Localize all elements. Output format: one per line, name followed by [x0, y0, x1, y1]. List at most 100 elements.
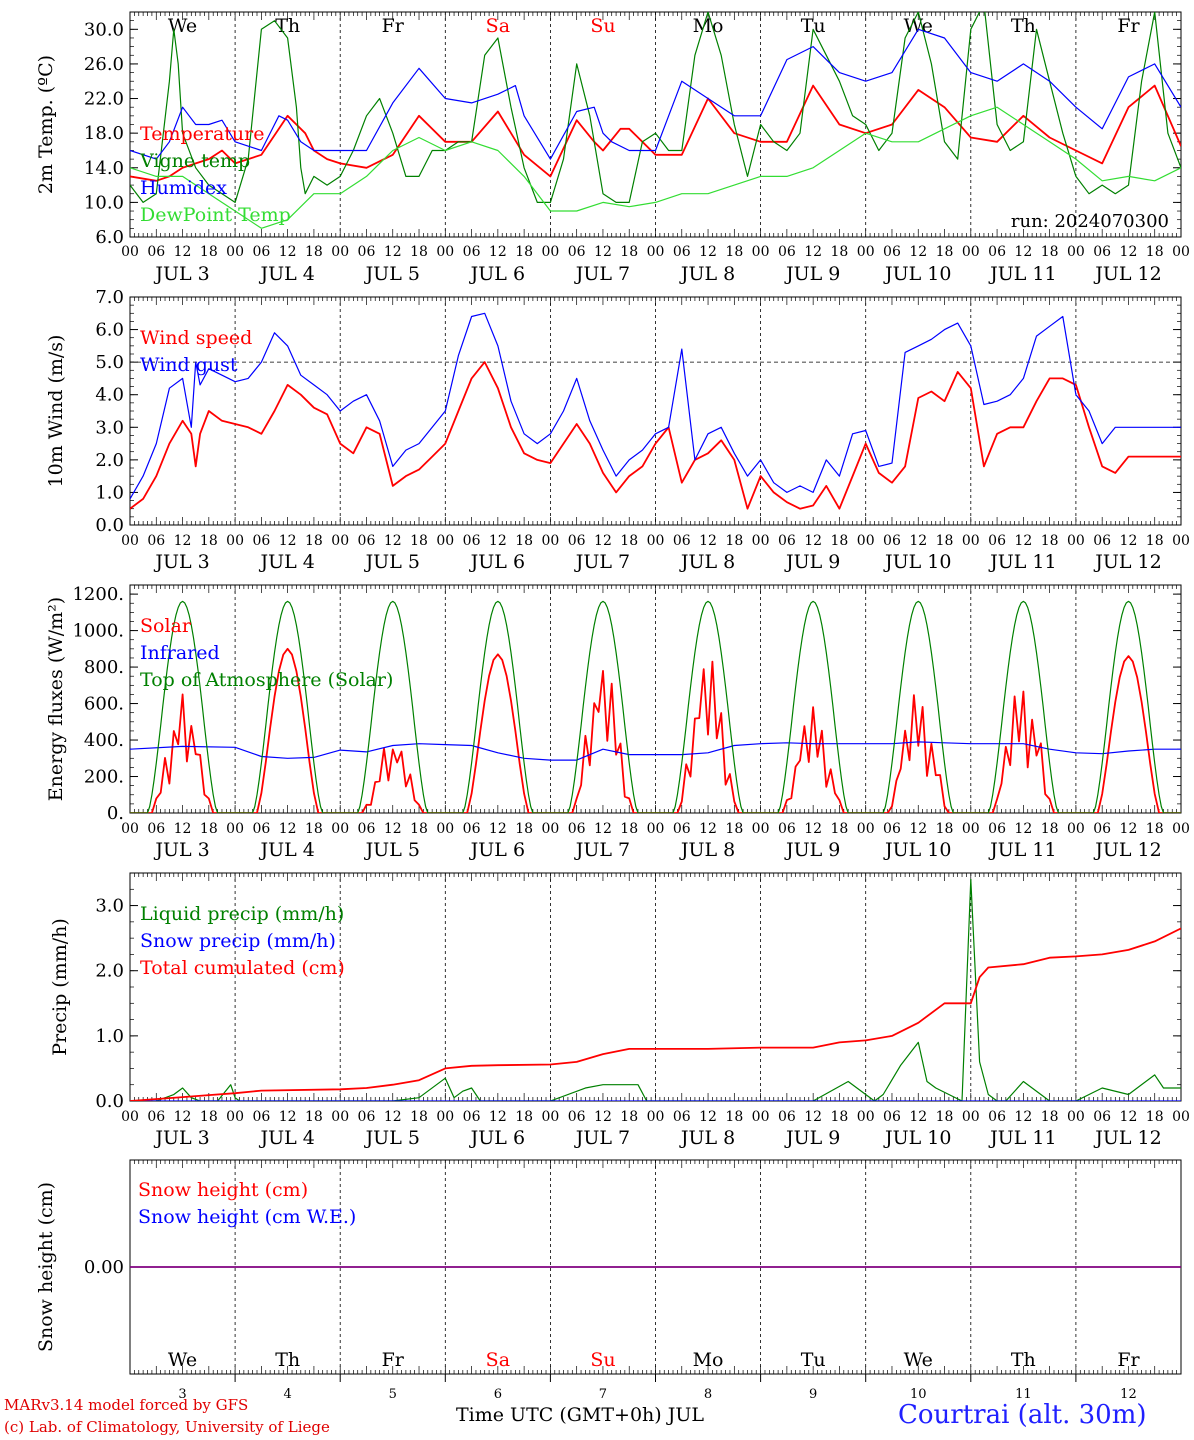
date-label: JUL 10	[883, 551, 951, 573]
time-axis-label: Time UTC (GMT+0h) JUL	[456, 1404, 704, 1426]
hour-label: 06	[463, 1109, 481, 1125]
hour-label: 18	[620, 821, 638, 837]
hour-label: 00	[752, 533, 770, 549]
hour-label: 18	[305, 533, 323, 549]
hour-label: 00	[121, 1109, 139, 1125]
hour-label: 00	[331, 821, 349, 837]
series-group	[130, 312, 1181, 510]
date-label: JUL 3	[153, 1127, 209, 1149]
panel-5: 0.00 Snow height (cm) We Th Fr Sa Su Mo Tu We Th Fr…	[35, 1159, 1182, 1402]
hour-label: 00	[752, 244, 770, 260]
hour-label: 18	[1146, 244, 1164, 260]
hour-label: 06	[778, 1109, 796, 1125]
hour-label: 06	[463, 533, 481, 549]
date-label: JUL 11	[988, 839, 1056, 861]
date-label: JUL 8	[679, 1127, 735, 1149]
hour-label: 06	[778, 821, 796, 837]
hour-label: 06	[252, 821, 270, 837]
hour-label: 12	[699, 821, 717, 837]
hour-label: 12	[279, 244, 297, 260]
date-label: JUL 7	[574, 1127, 630, 1149]
date-label: JUL 8	[679, 839, 735, 861]
day-name: Su	[590, 1349, 615, 1371]
hour-label: 18	[1041, 1109, 1059, 1125]
hour-label: 18	[515, 533, 533, 549]
hour-label: 12	[804, 821, 822, 837]
y-tick-label: 1200.	[72, 584, 124, 605]
series-line-3	[130, 927, 1181, 1101]
date-label: JUL 5	[364, 263, 420, 285]
hour-label: 06	[147, 244, 165, 260]
hour-label: 12	[909, 821, 927, 837]
hour-label: 18	[620, 244, 638, 260]
y-tick-label: 18.0	[84, 123, 124, 144]
hour-label: 06	[252, 1109, 270, 1125]
y-tick-label: 0.00	[84, 1257, 124, 1278]
hour-label: 18	[725, 1109, 743, 1125]
hour-label: 06	[568, 533, 586, 549]
hour-label: 00	[331, 533, 349, 549]
hour-label: 18	[725, 533, 743, 549]
hour-label: 18	[1041, 821, 1059, 837]
date-label: JUL 9	[784, 263, 840, 285]
day-name: We	[168, 15, 197, 37]
legend-label: Wind gust	[140, 354, 238, 376]
date-label: JUL 8	[679, 263, 735, 285]
day-name: Mo	[693, 1349, 724, 1371]
hour-label: 06	[463, 244, 481, 260]
day-number: 12	[1120, 1387, 1137, 1402]
hour-label: 18	[410, 244, 428, 260]
hour-label: 00	[857, 1109, 875, 1125]
legend-label: Solar	[140, 615, 192, 637]
hour-label: 06	[673, 244, 691, 260]
y-tick-label: 7.0	[95, 287, 124, 308]
hour-label: 18	[305, 821, 323, 837]
day-number: 11	[1015, 1387, 1032, 1402]
hour-label: 06	[673, 1109, 691, 1125]
date-label: JUL 3	[153, 551, 209, 573]
hour-label: 18	[1041, 533, 1059, 549]
hour-label: 06	[883, 244, 901, 260]
day-number: 7	[599, 1387, 607, 1402]
run-annotation: run: 2024070300	[1011, 211, 1169, 232]
hour-label: 06	[358, 244, 376, 260]
panel-3: 0. 200. 400. 600. 800. 1000. 1200.Energy fluxe…	[45, 584, 1190, 861]
hour-label: 18	[620, 533, 638, 549]
hour-label: 12	[174, 821, 192, 837]
hour-label: 12	[174, 244, 192, 260]
hour-label: 06	[463, 821, 481, 837]
hour-label: 12	[594, 1109, 612, 1125]
hour-label: 00	[121, 533, 139, 549]
series-line-3	[130, 28, 1181, 160]
hour-label: 12	[1120, 1109, 1138, 1125]
date-label: JUL 10	[883, 1127, 951, 1149]
day-number: 5	[389, 1387, 397, 1402]
hour-label: 06	[988, 244, 1006, 260]
hour-label: 18	[200, 821, 218, 837]
day-name: Fr	[1117, 15, 1140, 37]
day-number: 4	[284, 1387, 292, 1402]
hour-label: 18	[200, 533, 218, 549]
day-number: 9	[809, 1387, 817, 1402]
hour-label: 00	[647, 244, 665, 260]
day-name: Mo	[693, 15, 724, 37]
day-name: Fr	[1117, 1349, 1140, 1371]
hour-label: 18	[305, 244, 323, 260]
hour-label: 12	[804, 533, 822, 549]
y-tick-label: 2.0	[95, 961, 124, 982]
hour-label: 18	[831, 533, 849, 549]
hour-label: 06	[673, 821, 691, 837]
legend-label: Vigne temp	[139, 150, 250, 172]
hour-label: 12	[384, 244, 402, 260]
hour-label: 06	[883, 1109, 901, 1125]
date-label: JUL 12	[1093, 1127, 1161, 1149]
hour-label: 00	[541, 533, 559, 549]
hour-label: 18	[725, 821, 743, 837]
day-name: Fr	[382, 15, 405, 37]
hour-label: 12	[594, 821, 612, 837]
day-name: Th	[275, 15, 300, 37]
date-label: JUL 12	[1093, 263, 1161, 285]
y-axis-label: Precip (mm/h)	[49, 918, 71, 1056]
date-label: JUL 5	[364, 839, 420, 861]
date-label: JUL 6	[469, 263, 525, 285]
